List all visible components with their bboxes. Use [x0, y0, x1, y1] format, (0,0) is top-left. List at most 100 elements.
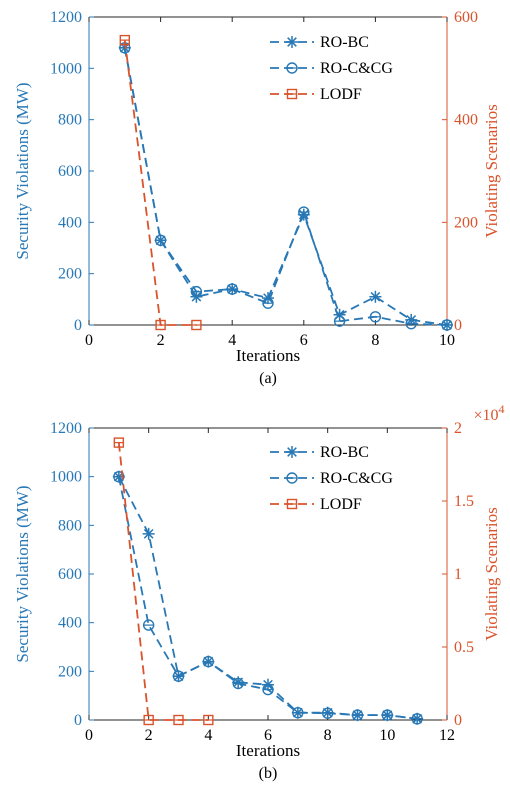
- legend-label: RO-C&CG: [320, 470, 393, 487]
- data-point: [369, 290, 382, 303]
- y2-tick-label: 2: [454, 420, 462, 437]
- legend: RO-BC RO-C&CG LODF: [270, 444, 393, 513]
- data-point: [333, 315, 346, 327]
- data-point: [369, 311, 382, 323]
- data-point: [292, 707, 304, 719]
- y-tick-label: 1200: [50, 9, 82, 26]
- legend-item: LODF: [270, 496, 362, 513]
- x-tick-label: 8: [371, 332, 379, 349]
- x-tick-label: 12: [439, 727, 455, 744]
- panel-a: 0 2 4 6 8 100200400600800100012000200400600It…: [13, 9, 501, 387]
- data-point: [154, 234, 167, 247]
- y-tick-label: 1200: [50, 420, 82, 437]
- legend-label: RO-C&CG: [320, 60, 393, 77]
- legend-marker: [286, 62, 298, 74]
- data-point: [262, 683, 274, 696]
- data-point: [142, 527, 155, 540]
- x-tick-label: 6: [264, 727, 272, 744]
- y-tick-label: 800: [58, 517, 82, 534]
- legend-label: LODF: [320, 496, 362, 513]
- data-point: [172, 670, 185, 682]
- data-point: [405, 318, 417, 330]
- data-point: [113, 437, 125, 448]
- x-tick-label: 0: [85, 332, 93, 349]
- y2-multiplier-base: ×10: [473, 407, 498, 424]
- data-point: [321, 707, 334, 719]
- x-axis-label: Iterations: [236, 741, 300, 760]
- y2-tick-label: 400: [454, 112, 478, 129]
- series-line-lodf: [117, 442, 209, 721]
- y-tick-label: 800: [58, 112, 82, 129]
- x-tick-label: 8: [324, 727, 332, 744]
- legend-label: RO-BC: [320, 444, 369, 461]
- data-point: [202, 655, 215, 668]
- x-tick-label: 0: [85, 727, 93, 744]
- y2-tick-label: 0: [454, 317, 462, 334]
- y-tick-label: 400: [58, 615, 82, 632]
- y-tick-label: 200: [58, 663, 82, 680]
- y2-tick-label: 0: [454, 712, 462, 729]
- data-point: [381, 709, 394, 721]
- x-tick-label: 2: [145, 727, 153, 744]
- series-line-ro-c-cg: [123, 47, 448, 326]
- legend-item: RO-BC: [270, 444, 369, 461]
- legend-label: RO-BC: [320, 34, 369, 51]
- legend-label: LODF: [320, 86, 362, 103]
- legend: RO-BC RO-C&CG LODF: [270, 34, 393, 103]
- series-line-lodf: [123, 39, 197, 326]
- x-tick-label: 10: [379, 727, 395, 744]
- data-point: [155, 319, 166, 331]
- legend-item: LODF: [270, 86, 362, 103]
- legend-marker: [286, 498, 298, 510]
- y-tick-label: 600: [58, 163, 82, 180]
- y2-multiplier: ×104: [473, 402, 504, 424]
- data-point: [119, 34, 131, 46]
- data-point: [441, 319, 453, 331]
- panel-caption: (b): [259, 765, 278, 782]
- data-point: [173, 714, 184, 726]
- data-point: [226, 283, 238, 295]
- x-tick-label: 4: [204, 727, 212, 744]
- y2-tick-label: 600: [454, 9, 478, 26]
- panel-b: 0 2 4 6 8 10 1202004006008001000120000.511.52×…: [13, 402, 505, 782]
- x-axis-label: Iterations: [236, 346, 300, 365]
- y-tick-label: 1000: [50, 469, 82, 486]
- y2-tick-label: 200: [454, 214, 478, 231]
- y-tick-label: 1000: [50, 60, 82, 77]
- y2-tick-label: 1: [454, 566, 462, 583]
- legend-item: RO-C&CG: [270, 60, 393, 77]
- legend-marker: [286, 446, 298, 458]
- data-point: [143, 714, 154, 726]
- legend-item: RO-BC: [270, 34, 369, 51]
- y-tick-label: 0: [74, 317, 82, 334]
- data-point: [203, 714, 214, 726]
- y2-tick-label: 0.5: [454, 639, 474, 656]
- y2-multiplier-exponent: 4: [499, 402, 505, 416]
- x-tick-label: 10: [439, 332, 455, 349]
- y-tick-label: 400: [58, 214, 82, 231]
- data-point: [232, 677, 244, 690]
- data-point: [262, 297, 274, 309]
- legend-item: RO-C&CG: [270, 470, 393, 487]
- y-tick-label: 600: [58, 566, 82, 583]
- x-tick-label: 6: [300, 332, 308, 349]
- legend-marker: [286, 36, 298, 48]
- data-point: [142, 619, 155, 631]
- y-tick-label: 0: [74, 712, 82, 729]
- legend-marker: [286, 472, 298, 484]
- y-axis-label: Security Violations (MW): [13, 82, 32, 259]
- y-tick-label: 200: [58, 266, 82, 283]
- panel-caption: (a): [259, 370, 277, 387]
- series-line-ro-bc: [123, 47, 448, 326]
- x-tick-label: 4: [228, 332, 236, 349]
- y2-axis-label: Violating Scenarios: [482, 104, 501, 238]
- data-point: [190, 285, 203, 298]
- x-tick-label: 2: [157, 332, 165, 349]
- y-axis-label: Security Violations (MW): [13, 485, 32, 662]
- y2-axis-label: Violating Scenarios: [482, 507, 501, 641]
- data-point: [191, 319, 202, 331]
- data-point: [411, 713, 423, 725]
- y2-tick-label: 1.5: [454, 493, 474, 510]
- data-point: [298, 206, 310, 218]
- legend-marker: [286, 88, 298, 100]
